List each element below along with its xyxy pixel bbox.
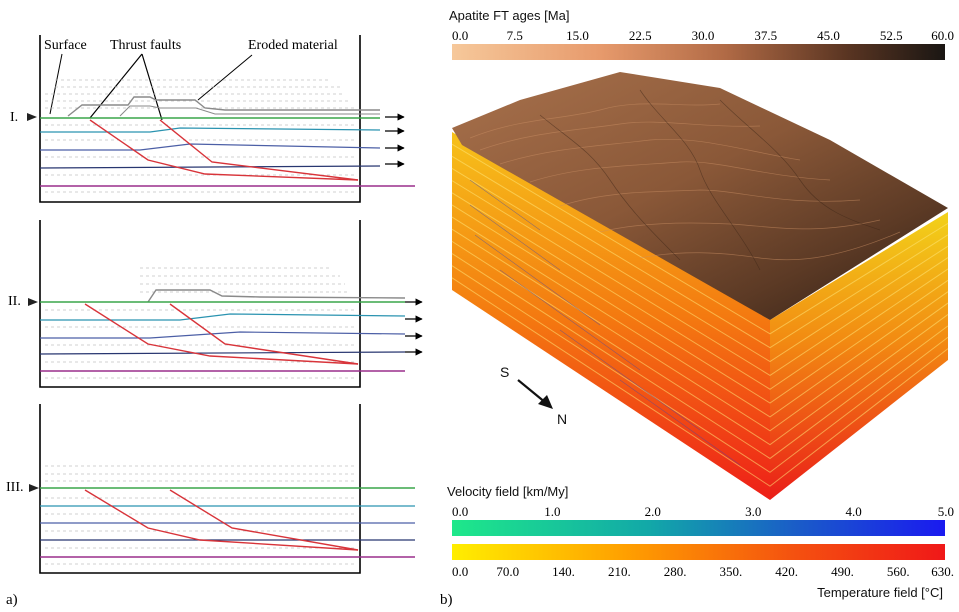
stage-3-label: III. [6, 480, 24, 495]
stage-1-dashes [45, 79, 355, 193]
stage-2-horizon-3 [40, 331, 406, 339]
stage-2-horizon-4 [39, 351, 406, 355]
thrust-faults-label: Thrust faults [110, 38, 181, 53]
temperature-tick-label: 0.0 [452, 564, 468, 579]
temperature-tick-label: 280. [664, 564, 687, 579]
layer-edge-line [451, 216, 949, 418]
velocity-tick-label: 5.0 [938, 504, 954, 519]
stage-1-fault-1 [89, 119, 359, 181]
temperature-tick-label: 70.0 [496, 564, 519, 579]
layer-edge-line [451, 180, 949, 376]
apatite-tick-label: 15.0 [566, 28, 589, 43]
panel-a-cross-sections: Surface Thrust faults Eroded material I. [6, 35, 423, 608]
velocity-tick-label: 4.0 [845, 504, 861, 519]
velocity-scale-ticks: 0.0 1.0 2.0 3.0 4.0 5.0 [452, 504, 954, 519]
apatite-tick-label: 52.5 [880, 28, 903, 43]
stage-1-label: I. [10, 110, 18, 125]
compass-arrowhead-icon [538, 395, 553, 409]
temperature-tick-label: 560. [887, 564, 910, 579]
eroded-leader [197, 54, 253, 101]
topography-valleys [539, 89, 881, 271]
apatite-tick-label: 30.0 [692, 28, 715, 43]
stage-1-fault-2 [159, 119, 359, 181]
temperature-colorbar [452, 544, 945, 560]
layer-edge-line [451, 253, 949, 460]
layer-edge-line [451, 240, 949, 446]
stage-1-eroded-outline-2 [119, 105, 380, 117]
stage-2-eroded-outline [147, 289, 406, 303]
compass-arrow-icon [517, 379, 547, 404]
block-right-face [770, 212, 948, 500]
stage-1-eroded-outline [67, 96, 380, 117]
panel-a-label: a) [6, 592, 18, 608]
stage-2: II. [8, 220, 423, 388]
velocity-tick-label: 0.0 [452, 504, 468, 519]
velocity-streaks [469, 179, 741, 466]
layer-edge-line [451, 228, 949, 432]
stage-2-pointer-icon [28, 298, 38, 306]
temperature-tick-label: 630. [931, 564, 954, 579]
stage-1-pointer-icon [27, 113, 37, 121]
apatite-scale-ticks: 0.0 7.5 15.0 22.5 30.0 37.5 45.0 52.5 60.0 [452, 28, 954, 43]
layer-edge-line [451, 143, 949, 335]
velocity-tick-label: 2.0 [645, 504, 661, 519]
apatite-scale-title: Apatite FT ages [Ma] [449, 8, 569, 23]
stage-1-arrows [385, 113, 405, 168]
stage-3-fault-1 [84, 489, 359, 551]
layer-edge-line [451, 192, 949, 390]
layer-edge-line [451, 265, 949, 473]
stage-3-dashes [45, 465, 355, 565]
eroded-material-label: Eroded material [248, 38, 338, 53]
temperature-tick-label: 210. [608, 564, 631, 579]
velocity-colorbar [452, 520, 945, 536]
stage-1-horizon-3 [40, 143, 381, 151]
temperature-tick-label: 490. [831, 564, 854, 579]
apatite-tick-label: 45.0 [817, 28, 840, 43]
layer-edge-line [451, 277, 949, 487]
panel-b-label: b) [440, 592, 453, 608]
panel-b-3d-model: Apatite FT ages [Ma] 0.0 7.5 15.0 22.5 30.0 3… [440, 8, 954, 608]
stage-2-fault-1 [84, 303, 359, 365]
apatite-tick-label: 60.0 [931, 28, 954, 43]
surface-leader [49, 53, 63, 115]
compass-north-label: N [557, 411, 567, 427]
apatite-tick-label: 22.5 [629, 28, 652, 43]
stage-3-fault-2 [169, 489, 359, 551]
stage-2-horizon-2 [40, 313, 406, 321]
temperature-scale-ticks: 0.0 70.0 140. 210. 280. 350. 420. 490. 560. 630. [452, 564, 954, 579]
stage-2-box [39, 220, 361, 388]
velocity-tick-label: 3.0 [745, 504, 761, 519]
temperature-tick-label: 350. [720, 564, 743, 579]
stage-1: I. [10, 35, 415, 203]
velocity-scale-title: Velocity field [km/My] [447, 484, 568, 499]
apatite-colorbar [452, 44, 945, 60]
compass: S N [500, 364, 567, 427]
temperature-tick-label: 140. [552, 564, 575, 579]
temperature-scale-title: Temperature field [°C] [817, 585, 943, 600]
stage-2-dashes [45, 267, 355, 379]
topography-relief [469, 103, 901, 261]
apatite-tick-label: 7.5 [507, 28, 523, 43]
velocity-tick-label: 1.0 [544, 504, 560, 519]
model-block [451, 72, 949, 500]
apatite-tick-label: 37.5 [754, 28, 777, 43]
compass-south-label: S [500, 364, 509, 380]
fault-leader-1 [89, 53, 143, 119]
block-layer-lines [451, 143, 949, 487]
stage-2-fault-2 [169, 303, 359, 365]
surface-label: Surface [44, 38, 87, 53]
topography-surface [452, 72, 948, 320]
layer-edge-line [451, 168, 949, 363]
stage-2-arrows [405, 298, 423, 356]
stage-2-label: II. [8, 294, 21, 309]
apatite-tick-label: 0.0 [452, 28, 468, 43]
stage-1-horizon-4 [39, 165, 381, 169]
stage-3-pointer-icon [29, 484, 39, 492]
layer-edge-line [451, 155, 949, 349]
layer-edge-line [451, 204, 949, 404]
temperature-tick-label: 420. [775, 564, 798, 579]
stage-3: III. [6, 404, 415, 574]
stage-1-horizon-2 [40, 127, 381, 133]
